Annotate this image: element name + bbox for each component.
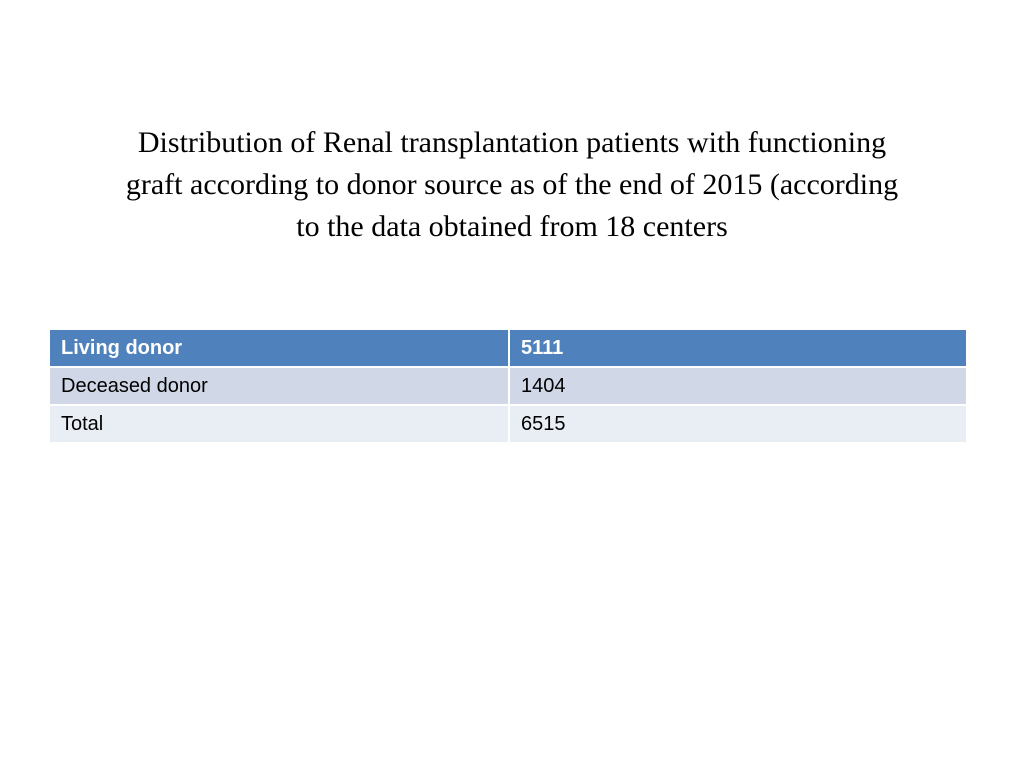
row-label-cell: Total [48,404,510,444]
header-label-cell: Living donor [48,328,510,368]
row-value-cell: 6515 [508,404,968,444]
title-line-2: graft according to donor source as of th… [125,168,899,201]
title-line-1: Distribution of Renal transplantation pa… [137,126,887,159]
table-row: Deceased donor 1404 [48,366,968,406]
table-row: Total 6515 [48,404,968,444]
title-line-3: to the data obtained from 18 centers [296,210,728,243]
table-header-row: Living donor 5111 [48,328,968,368]
row-label-cell: Deceased donor [48,366,510,406]
header-value-cell: 5111 [508,328,968,368]
row-value-cell: 1404 [508,366,968,406]
slide-title: Distribution of Renal transplantation pa… [60,122,964,248]
donor-source-table: Living donor 5111 Deceased donor 1404 To… [48,328,968,444]
